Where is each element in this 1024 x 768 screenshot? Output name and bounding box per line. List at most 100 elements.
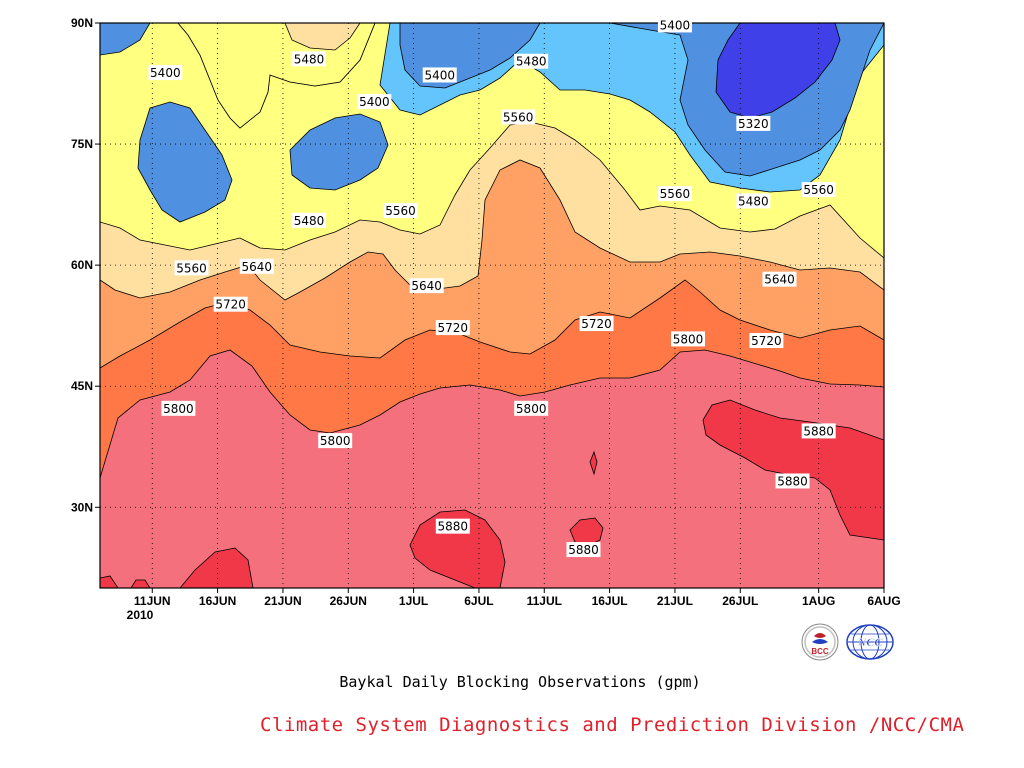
contour-label: 5880 [775, 473, 810, 489]
band-5320-5400-b [137, 101, 233, 223]
x-tick-label: 26JUN [330, 594, 367, 608]
contour-label: 5880 [566, 542, 601, 558]
band-above-5880-c [702, 399, 884, 541]
contour-label-bg [148, 65, 183, 81]
contour-label-bg [501, 109, 536, 125]
band-above-5880-a [409, 509, 506, 588]
contour-label-text: 5640 [242, 260, 273, 274]
contour-label-bg [435, 518, 470, 534]
contour-label-text: 5800 [320, 434, 351, 448]
contour-label-bg [409, 278, 444, 294]
x-axis: 11JUN 16JUN 21JUN 26JUN 1JUL 6JUL 11JUL 16JUL 21… [134, 588, 901, 608]
contour-label-text: 5880 [438, 520, 469, 534]
contour-label: 5800 [514, 400, 549, 416]
contour-label-bg [736, 115, 771, 131]
contour-label: 5720 [579, 316, 614, 332]
contour-label-bg [292, 51, 327, 67]
band-above-5880-d [179, 547, 254, 588]
contour-label-bg [801, 423, 836, 439]
contour-label-bg [422, 67, 457, 83]
contour-label: 5720 [213, 296, 248, 312]
contour-label-bg [762, 271, 797, 287]
band-5320-5400-a [100, 23, 151, 56]
contour-label-text: 5640 [411, 279, 442, 293]
contour-label: 5480 [736, 193, 771, 209]
contour-label-text: 5480 [294, 214, 325, 228]
contour-label-bg [514, 53, 549, 69]
contour-label-bg [161, 400, 196, 416]
contour-label-bg [749, 333, 784, 349]
contour-label-text: 5400 [150, 66, 181, 80]
contour-label: 5720 [749, 333, 784, 349]
contour-label-bg [213, 296, 248, 312]
contour-label: 5400 [148, 65, 183, 81]
contour-label: 5640 [409, 278, 444, 294]
contour-label-text: 5480 [516, 55, 547, 69]
contour-label: 5560 [501, 109, 536, 125]
x-tick-label: 16JUL [592, 594, 628, 608]
x-tick-label: 21JUL [657, 594, 693, 608]
x-tick-label: 6AUG [867, 594, 900, 608]
contour-label-text: 5800 [516, 402, 547, 416]
contour-label-bg [579, 316, 614, 332]
contour-label-text: 5560 [503, 110, 534, 124]
gridlines [100, 23, 884, 588]
contour-label: 5480 [292, 51, 327, 67]
contour-label-bg [383, 203, 418, 219]
contour-label: 5480 [292, 212, 327, 228]
contour-label: 5480 [514, 53, 549, 69]
contour-label-text: 5880 [777, 474, 808, 488]
chart-caption: Baykal Daily Blocking Observations (gpm) [339, 673, 701, 691]
x-tick-label: 16JUN [199, 594, 236, 608]
x-tick-label: 1JUL [399, 594, 428, 608]
x-tick-label: 11JUL [527, 594, 562, 608]
contour-label-bg [435, 320, 470, 336]
x-tick-label: 26JUL [722, 594, 758, 608]
band-5320-5400-c [289, 113, 389, 191]
contour-label-text: 5880 [803, 424, 834, 438]
bcc-logo-text: BCC [811, 647, 829, 656]
ncc-logo-icon: NCC [846, 624, 894, 660]
y-tick-label: 30N [71, 500, 93, 514]
contour-label-text: 5720 [215, 298, 246, 312]
contour-label-bg [657, 186, 692, 202]
contour-label: 5640 [762, 271, 797, 287]
contour-label: 5560 [383, 203, 418, 219]
contour-label-text: 5400 [660, 18, 691, 32]
contour-chart: 11JUN 16JUN 21JUN 26JUN 1JUL 6JUL 11JUL 16JUL 21… [71, 16, 901, 622]
band-above-5880-e [100, 575, 119, 588]
contour-label-bg [318, 433, 353, 449]
contour-label-bg [566, 542, 601, 558]
contour-label: 5800 [318, 433, 353, 449]
contour-label: 5400 [422, 67, 457, 83]
contour-label: 5640 [239, 258, 274, 274]
contour-label-text: 5480 [738, 194, 769, 208]
contour-label-text: 5480 [294, 52, 325, 66]
y-tick-label: 75N [71, 137, 93, 151]
contour-label-text: 5720 [438, 321, 469, 335]
contour-label-text: 5880 [568, 543, 599, 557]
contour-label-text: 5640 [764, 273, 795, 287]
x-tick-label: 21JUN [264, 594, 301, 608]
contour-label-bg [239, 258, 274, 274]
contour-label-text: 5400 [359, 95, 390, 109]
y-axis: 30N 45N 60N 75N 90N [71, 16, 100, 514]
contour-label-text: 5560 [660, 187, 691, 201]
contour-label-bg [657, 17, 692, 33]
x-tick-label: 11JUN [134, 594, 171, 608]
contour-label-bg [292, 212, 327, 228]
y-tick-label: 60N [71, 258, 93, 272]
contour-label-text: 5720 [581, 317, 612, 331]
ncc-logo-text: NCC [857, 635, 884, 649]
contour-label: 5560 [174, 260, 209, 276]
contour-label-bg [357, 94, 392, 110]
contour-label-text: 5400 [424, 68, 455, 82]
contour-label-bg [514, 400, 549, 416]
y-tick-label: 90N [71, 16, 93, 30]
contour-label: 5880 [435, 518, 470, 534]
y-tick-label: 45N [71, 379, 93, 393]
contour-label-text: 5320 [738, 117, 769, 131]
contour-label-text: 5800 [163, 402, 194, 416]
contour-label: 5720 [435, 320, 470, 336]
band-above-5880-g [589, 450, 598, 476]
